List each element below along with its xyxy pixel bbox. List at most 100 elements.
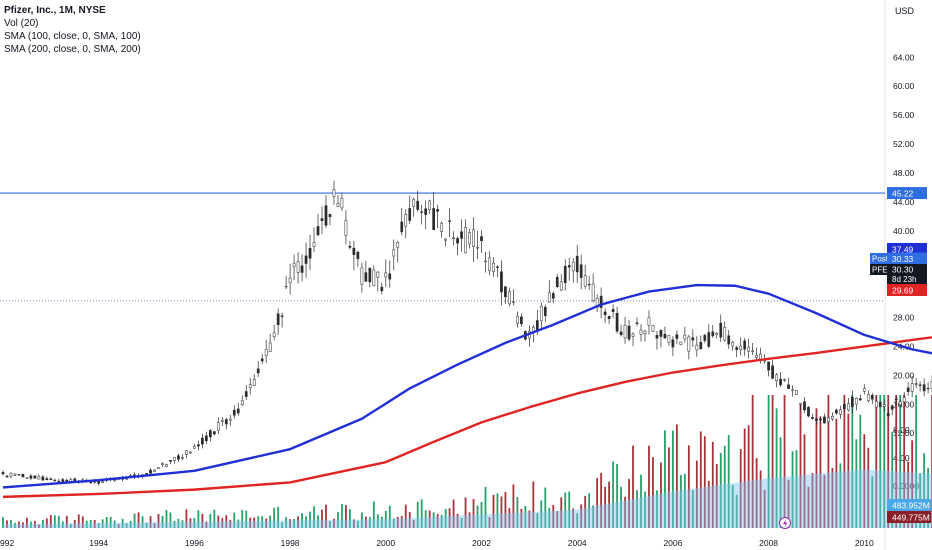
volume-bar [711,441,714,528]
candle-body [276,313,280,325]
volume-bar [891,431,894,528]
candle-body [655,335,659,339]
volume-bar [337,512,339,528]
candle-body [563,265,567,283]
candle-body [599,295,603,308]
volume-bar [117,524,120,528]
currency-label: USD [895,6,915,16]
candle-body [878,401,882,407]
candle-body [791,389,794,391]
candle-body [914,383,918,385]
candle-body [874,401,878,408]
candle-body [898,401,902,406]
candle-body [647,317,651,326]
candle-body [380,286,384,292]
candle-body [308,247,312,259]
candle-body [248,384,252,389]
volume-bar [460,518,463,528]
volume-ma-area [3,469,932,528]
candle-body [312,242,316,247]
volume-bar [105,517,108,528]
volume-bar [400,515,403,528]
y-tick-label: 64.00 [893,52,915,62]
candle-body [65,479,69,482]
volume-bar [34,521,36,528]
candle-body [783,379,786,381]
candle-body [539,305,543,322]
volume-bar [261,516,264,528]
last-price-tag-bg [887,264,927,285]
volume-bar [440,514,443,528]
volume-bar [165,510,168,528]
volume-bar [456,513,459,528]
volume-bar [592,505,595,528]
volume-bar [69,523,72,528]
volume-bar [699,431,702,528]
volume-bar [189,518,192,528]
volume-bar [484,486,487,528]
candle-body [193,446,196,449]
candle-body [224,419,228,425]
volume-bar [245,510,248,528]
candle-body [723,326,727,341]
candle-body [512,301,515,303]
candle-body [543,306,547,317]
volume-bar [691,490,694,528]
candle-body [779,378,782,386]
candle-body [699,341,703,350]
volume-bar [895,395,898,528]
x-tick-label: 1998 [281,538,300,548]
volume-bar [827,395,830,528]
volume-bar [345,505,347,528]
candle-body [651,324,655,332]
candle-body [747,346,751,352]
volume-bar [572,508,575,528]
candle-body [428,200,432,211]
candle-body [228,418,232,421]
volume-bar [273,507,276,528]
candle-body [340,198,344,209]
volume-bar [253,517,256,528]
volume-bar [879,395,882,528]
volume-bar [803,434,806,528]
candle-body [165,464,168,467]
volume-bar [683,473,686,528]
x-tick-label: 1996 [185,538,204,548]
volume-bar [907,461,910,528]
candle-body [452,237,455,239]
volume-bar [432,512,435,528]
volume-bar [751,395,754,528]
volume-bar [372,501,375,528]
candle-body [236,408,240,414]
y-tick-label: 56.00 [893,110,915,120]
volume-bar [612,461,614,528]
candle-body [819,418,822,421]
candle-body [324,205,328,226]
sma200-price-tag: 29.69 [892,286,914,296]
volume-bar [360,512,363,528]
candle-body [252,379,256,386]
volume-bar [576,513,579,528]
volume-bar [767,395,770,528]
volume-bar [30,521,32,528]
candle-body [639,329,643,335]
candle-body [635,322,639,324]
candle-body [448,220,451,222]
post-price-tag-bg [887,252,927,265]
volume-bar [616,463,618,528]
volume-bar [843,395,846,528]
candle-body [316,226,320,236]
volume-bar [221,518,224,528]
volume-bar [129,520,132,528]
candle-body [284,285,288,288]
volume-bar [855,439,858,528]
candle-body [280,315,284,317]
volume-bar [719,452,722,528]
candle-body [460,231,463,239]
y-tick-label: 20.00 [893,370,915,380]
candle-body [13,473,17,476]
candle-body [5,475,9,478]
sma100-price-tag: 37.49 [892,244,914,254]
candle-body [49,478,53,480]
